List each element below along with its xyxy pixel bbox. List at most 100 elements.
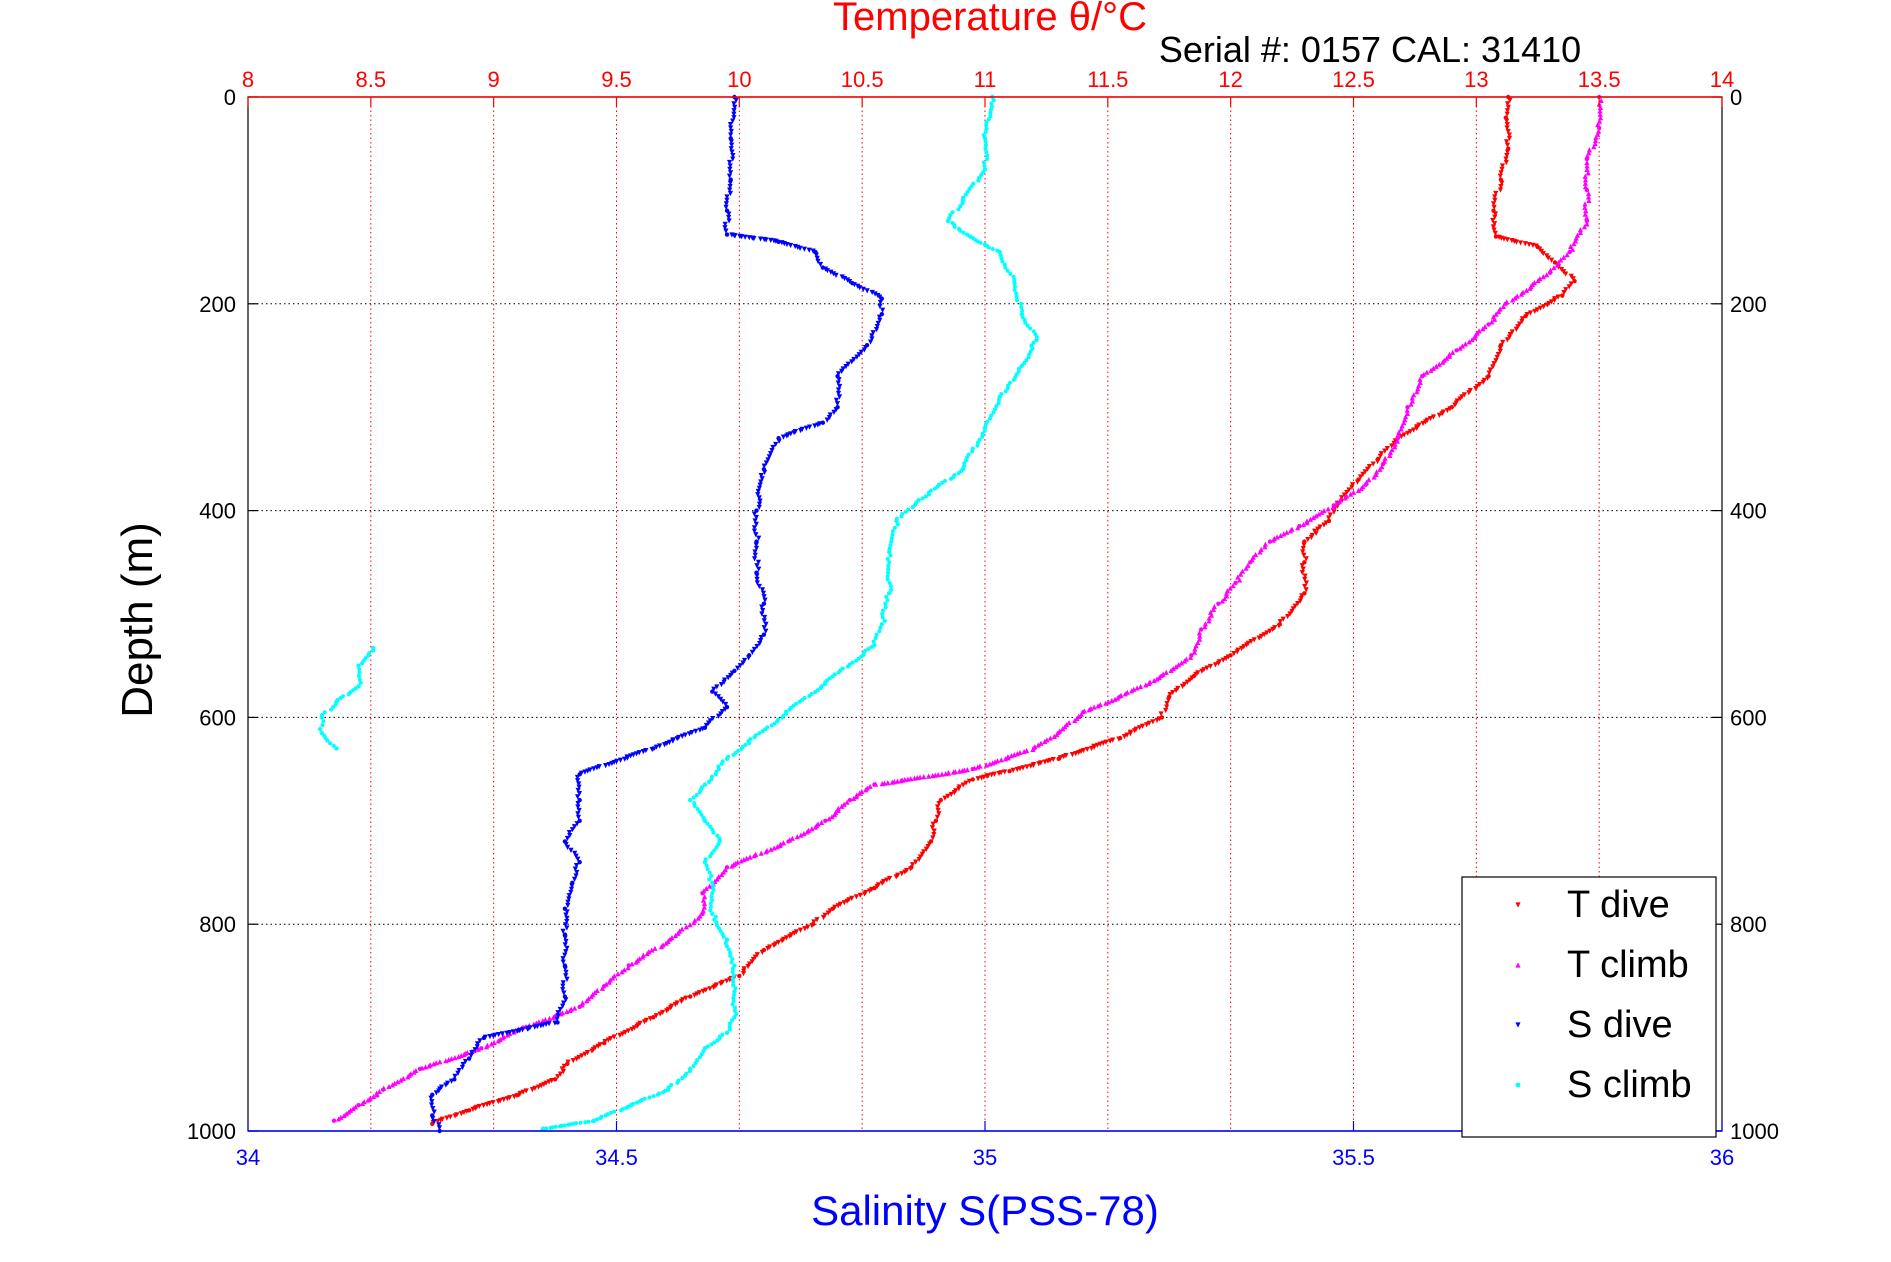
data-marker <box>741 856 747 863</box>
data-marker <box>1336 499 1342 505</box>
data-point <box>1454 348 1459 353</box>
data-marker <box>1492 214 1498 220</box>
data-marker <box>1492 194 1498 200</box>
data-marker <box>358 680 363 685</box>
data-marker <box>758 850 764 856</box>
data-marker <box>728 146 734 152</box>
data-marker <box>1584 153 1590 159</box>
data-marker <box>322 710 327 715</box>
series-t-climb <box>331 94 1604 1123</box>
data-marker <box>713 772 718 777</box>
data-marker <box>806 247 812 253</box>
data-marker <box>1176 662 1182 668</box>
data-marker <box>1540 250 1546 257</box>
data-marker <box>942 795 948 801</box>
data-marker <box>1585 170 1591 176</box>
data-marker <box>851 282 857 288</box>
data-marker <box>709 1042 714 1047</box>
data-marker <box>1495 351 1501 358</box>
data-marker <box>693 728 699 734</box>
data-marker <box>752 735 757 740</box>
data-marker <box>718 929 723 934</box>
top-tick-label: 14 <box>1710 67 1734 92</box>
data-marker <box>1405 430 1411 436</box>
data-marker <box>980 431 985 436</box>
data-marker <box>1585 194 1592 200</box>
data-marker <box>983 139 988 144</box>
data-marker <box>1504 299 1510 305</box>
data-marker <box>887 580 892 585</box>
data-marker <box>515 1028 521 1034</box>
data-marker <box>921 774 927 780</box>
data-marker <box>705 1044 710 1049</box>
chart-subtitle: Serial #: 0157 CAL: 31410 <box>1159 29 1581 70</box>
data-marker <box>980 434 985 439</box>
data-marker <box>1060 726 1066 732</box>
data-marker <box>869 289 875 296</box>
data-marker <box>495 1038 501 1044</box>
data-marker <box>876 314 883 320</box>
data-marker <box>331 743 336 748</box>
data-marker <box>733 97 739 104</box>
data-marker <box>1196 636 1203 642</box>
data-marker <box>879 307 886 313</box>
data-marker <box>708 901 713 906</box>
data-marker <box>747 741 752 746</box>
data-marker <box>1316 511 1322 517</box>
data-marker <box>718 682 725 688</box>
data-marker <box>1457 396 1463 402</box>
data-marker <box>720 699 726 705</box>
data-marker <box>1165 697 1172 703</box>
data-marker <box>1387 452 1393 459</box>
data-marker <box>563 973 569 979</box>
data-marker <box>328 741 333 746</box>
data-marker <box>768 846 774 852</box>
left-tick-label: 600 <box>199 705 236 730</box>
data-marker <box>826 816 832 822</box>
data-marker <box>727 166 733 172</box>
data-marker <box>1202 624 1208 630</box>
data-marker <box>765 457 771 463</box>
data-marker <box>889 779 895 785</box>
data-marker <box>835 380 841 386</box>
data-marker <box>640 749 646 755</box>
data-marker <box>1261 632 1267 638</box>
data-marker <box>1118 692 1124 698</box>
data-marker <box>477 1038 483 1044</box>
data-marker <box>1349 484 1355 490</box>
data-marker <box>1513 239 1520 245</box>
data-marker <box>564 915 570 921</box>
data-marker <box>728 125 734 131</box>
data-marker <box>575 814 582 820</box>
data-marker <box>433 1090 439 1096</box>
data-marker <box>731 111 737 117</box>
data-marker <box>1154 717 1160 723</box>
data-marker <box>723 204 729 210</box>
data-marker <box>709 873 714 878</box>
data-marker <box>1548 257 1555 263</box>
data-marker <box>1503 156 1509 162</box>
data-marker <box>1571 241 1577 247</box>
data-marker <box>1302 583 1308 590</box>
data-marker <box>430 1115 436 1122</box>
data-marker <box>1222 595 1228 602</box>
data-marker <box>1584 215 1590 221</box>
data-marker <box>758 479 764 485</box>
data-marker <box>715 923 720 928</box>
data-marker <box>329 707 334 712</box>
data-marker <box>898 778 904 784</box>
data-marker <box>1597 115 1604 121</box>
data-marker <box>1095 703 1101 709</box>
data-marker <box>1582 201 1588 207</box>
data-marker <box>1519 318 1525 325</box>
data-marker <box>751 235 757 242</box>
data-marker <box>989 413 994 418</box>
data-marker <box>893 874 899 880</box>
data-marker <box>1497 187 1504 193</box>
data-marker <box>395 1079 401 1085</box>
data-marker <box>560 1003 566 1009</box>
data-marker <box>707 870 712 875</box>
data-marker <box>452 1113 458 1119</box>
data-marker <box>1401 432 1407 438</box>
data-marker <box>877 303 883 309</box>
